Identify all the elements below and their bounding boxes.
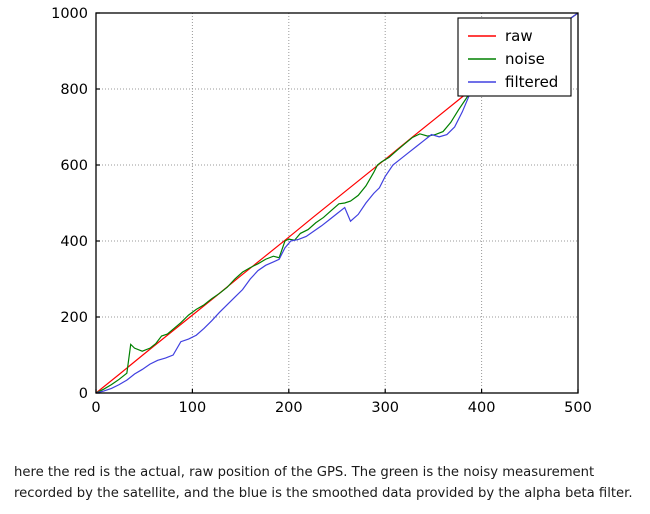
caption-line-1: here the red is the actual, raw position… xyxy=(14,465,595,480)
tick-label-y: 1000 xyxy=(51,6,88,22)
data-series-group xyxy=(95,12,579,394)
legend-label-noise: noise xyxy=(505,50,545,68)
tick-label-x: 0 xyxy=(91,400,100,416)
legend-label-raw: raw xyxy=(505,27,533,45)
series-line-filtered xyxy=(95,12,579,394)
tick-label-y: 600 xyxy=(60,158,88,174)
series-line-raw xyxy=(95,12,579,394)
axes-frame xyxy=(95,12,579,394)
tick-label-y: 0 xyxy=(79,386,88,402)
tick-label-y: 200 xyxy=(60,310,88,326)
tick-label-x: 100 xyxy=(179,400,207,416)
tick-label-x: 200 xyxy=(275,400,303,416)
chart-figure: 0 100 200 300 400 500 0 200 400 600 800 1000 raw nois… xyxy=(51,6,592,416)
tick-label-y: 800 xyxy=(60,82,88,98)
legend-box xyxy=(457,17,572,97)
tick-label-y: 400 xyxy=(60,234,88,250)
caption-line-2: recorded by the satellite, and the blue … xyxy=(14,486,633,501)
tick-label-x: 300 xyxy=(371,400,399,416)
tick-label-x: 400 xyxy=(468,400,496,416)
caption-text: here the red is the actual, raw position… xyxy=(14,462,634,504)
tick-label-x: 500 xyxy=(564,400,592,416)
axis-box xyxy=(95,12,579,394)
chart-svg: 0 100 200 300 400 500 0 200 400 600 800 1000 raw nois… xyxy=(51,6,592,416)
legend: raw noise filtered xyxy=(457,17,572,97)
series-line-noise xyxy=(95,12,579,394)
axis-ticks: 0 100 200 300 400 500 0 200 400 600 800 1000 xyxy=(51,6,592,416)
legend-label-filtered: filtered xyxy=(505,73,558,91)
